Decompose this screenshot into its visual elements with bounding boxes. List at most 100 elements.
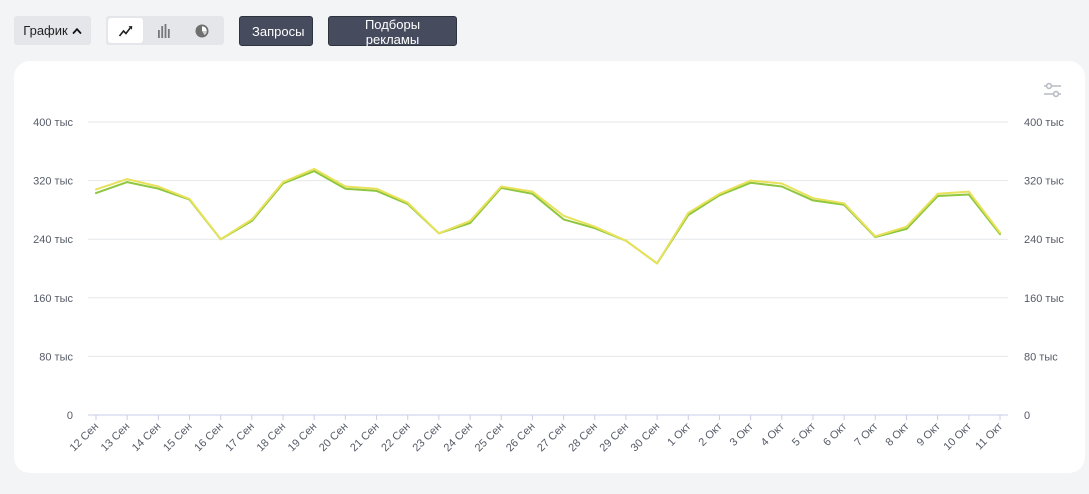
x-tick-label: 25 Сен: [473, 421, 507, 455]
series-line-2: [95, 167, 1001, 265]
chart-toolbar: График Запросы: [0, 0, 1089, 62]
data-point: [687, 211, 690, 214]
series-line-1: [95, 170, 1001, 265]
x-tick-label: 7 Окт: [852, 421, 880, 449]
data-point: [531, 192, 534, 195]
y-tick-label-right: 400 тыс: [1024, 117, 1064, 129]
view-toggle-label: График: [23, 23, 68, 38]
x-tick-label: 26 Сен: [504, 421, 538, 455]
data-point: [375, 187, 378, 190]
data-point: [157, 185, 160, 188]
data-point: [593, 225, 596, 228]
data-point: [126, 178, 129, 181]
queries-button[interactable]: Запросы: [239, 16, 313, 46]
x-tick-label: 3 Окт: [728, 421, 756, 449]
x-tick-label: 4 Окт: [759, 421, 787, 449]
data-point: [95, 192, 97, 194]
data-point: [749, 181, 752, 184]
y-tick-label-left: 240 тыс: [33, 234, 73, 246]
x-tick-label: 16 Сен: [192, 421, 226, 455]
x-tick-label: 5 Окт: [790, 421, 818, 449]
x-tick-label: 30 Сен: [629, 421, 663, 455]
y-tick-label-right: 160 тыс: [1024, 293, 1064, 305]
x-tick-label: 18 Сен: [255, 421, 289, 455]
x-tick-label: 13 Сен: [99, 421, 133, 455]
x-tick-label: 21 Сен: [348, 421, 382, 455]
x-tick-label: 17 Сен: [223, 421, 257, 455]
view-toggle-button[interactable]: График: [14, 16, 91, 45]
data-point: [874, 235, 877, 238]
x-tick-label: 24 Сен: [442, 421, 476, 455]
data-point: [936, 192, 939, 195]
chart-card: [14, 61, 1085, 473]
data-point: [188, 198, 191, 200]
chart-type-switcher: [106, 16, 224, 45]
data-point: [812, 197, 814, 200]
x-tick-label: 20 Сен: [317, 421, 351, 455]
pie-chart-icon: [195, 24, 208, 37]
data-point: [344, 187, 347, 190]
data-point: [344, 185, 347, 188]
data-point: [157, 187, 160, 190]
y-tick-label-left: 160 тыс: [33, 293, 73, 305]
y-tick-label-right: 320 тыс: [1024, 176, 1064, 188]
data-point: [656, 262, 659, 265]
x-tick-label: 22 Сен: [379, 421, 413, 455]
ad-selections-button[interactable]: Подборы рекламы: [328, 16, 457, 47]
data-point: [282, 181, 284, 183]
bar-chart-icon: [157, 23, 170, 38]
y-tick-label-left: 400 тыс: [33, 117, 73, 129]
data-point: [437, 232, 440, 235]
bar-chart-button[interactable]: [146, 18, 181, 43]
y-tick-label-right: 80 тыс: [1024, 351, 1058, 363]
x-tick-label: 15 Сен: [161, 421, 195, 455]
data-point: [469, 219, 471, 222]
x-tick-label: 29 Сен: [598, 421, 632, 455]
data-point: [531, 190, 534, 193]
x-tick-label: 23 Сен: [410, 421, 444, 455]
x-tick-label: 1 Окт: [665, 421, 693, 449]
chart-settings-button[interactable]: [1042, 80, 1064, 100]
x-tick-label: 27 Сен: [535, 421, 569, 455]
data-point: [469, 222, 471, 224]
data-point: [625, 239, 627, 242]
chevron-up-icon: [72, 27, 82, 34]
x-tick-label: 12 Сен: [68, 421, 102, 455]
x-tick-label: 11 Окт: [973, 421, 1005, 453]
data-point: [905, 225, 908, 228]
data-point: [749, 179, 752, 182]
data-point: [313, 170, 316, 172]
y-tick-label-right: 0: [1024, 410, 1030, 422]
data-point: [843, 202, 846, 205]
line-chart-icon: [118, 25, 132, 36]
data-point: [999, 233, 1001, 235]
y-tick-label-left: 0: [67, 410, 73, 422]
data-point: [967, 193, 970, 196]
data-point: [562, 218, 565, 221]
data-point: [718, 192, 721, 195]
data-point: [375, 189, 378, 192]
data-point: [126, 181, 129, 183]
x-tick-label: 6 Окт: [821, 421, 849, 449]
data-point: [95, 188, 97, 191]
data-point: [562, 214, 565, 217]
x-tick-label: 28 Сен: [566, 421, 600, 455]
data-point: [780, 182, 783, 185]
line-chart-button[interactable]: [108, 18, 143, 43]
x-tick-label: 2 Окт: [696, 421, 724, 449]
data-point: [250, 218, 253, 221]
sliders-icon: [1044, 82, 1061, 98]
data-point: [967, 190, 970, 193]
data-point: [905, 228, 908, 230]
x-tick-label: 19 Сен: [286, 421, 320, 455]
pie-chart-button[interactable]: [184, 18, 219, 43]
data-point: [313, 167, 316, 170]
y-tick-label-left: 80 тыс: [39, 351, 73, 363]
x-tick-label: 14 Сен: [130, 421, 164, 455]
y-tick-label-right: 240 тыс: [1024, 234, 1064, 246]
y-tick-label-left: 320 тыс: [33, 176, 73, 188]
x-tick-label: 8 Окт: [884, 421, 912, 449]
data-point: [406, 201, 409, 204]
data-point: [812, 199, 814, 202]
